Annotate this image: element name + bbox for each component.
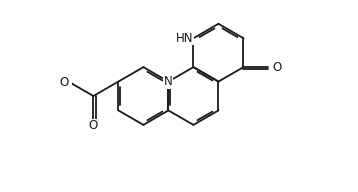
Text: O: O <box>59 76 69 89</box>
Text: O: O <box>272 61 282 74</box>
Text: N: N <box>164 75 173 88</box>
Text: O: O <box>89 119 98 132</box>
Text: HN: HN <box>176 32 193 45</box>
